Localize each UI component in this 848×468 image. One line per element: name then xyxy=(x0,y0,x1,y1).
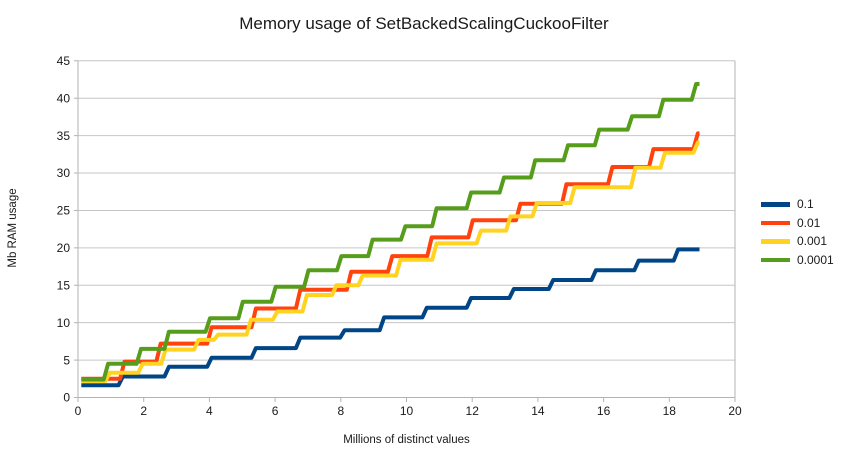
legend-item-0.001[interactable]: 0.001 xyxy=(761,232,834,251)
x-tick-label-0: 0 xyxy=(75,404,82,418)
y-tick-label-35: 35 xyxy=(57,129,71,143)
x-axis-title: Millions of distinct values xyxy=(343,434,470,446)
series-line-0.1[interactable] xyxy=(81,247,700,388)
legend-item-0.0001[interactable]: 0.0001 xyxy=(761,251,834,270)
y-tick-label-5: 5 xyxy=(63,353,70,367)
legend-swatch-0.001 xyxy=(761,239,790,244)
y-tick-label-40: 40 xyxy=(57,91,71,105)
y-tick-label-30: 30 xyxy=(57,166,71,180)
y-tick-label-15: 15 xyxy=(57,278,71,292)
y-tick-label-25: 25 xyxy=(57,204,71,218)
x-tick-label-8: 8 xyxy=(337,404,344,418)
y-tick-label-10: 10 xyxy=(57,316,71,330)
x-tick-label-10: 10 xyxy=(400,404,414,418)
legend-label-0.001: 0.001 xyxy=(797,234,828,249)
y-tick-label-45: 45 xyxy=(57,54,71,68)
x-tick-label-16: 16 xyxy=(597,404,611,418)
legend-label-0.1: 0.1 xyxy=(797,197,814,212)
series-line-0.001[interactable] xyxy=(81,140,700,383)
x-tick-label-18: 18 xyxy=(663,404,677,418)
legend-swatch-0.0001 xyxy=(761,257,790,263)
series-line-0.01[interactable] xyxy=(81,131,700,381)
legend-item-0.01[interactable]: 0.01 xyxy=(761,214,834,233)
y-tick-label-20: 20 xyxy=(57,241,71,255)
x-tick-label-20: 20 xyxy=(728,404,742,418)
legend-swatch-0.01 xyxy=(761,220,790,226)
x-tick-label-12: 12 xyxy=(466,404,480,418)
y-axis-title: Mb RAM usage xyxy=(7,188,19,268)
x-tick-label-2: 2 xyxy=(140,404,147,418)
x-tick-label-6: 6 xyxy=(272,404,279,418)
legend: 0.1 0.01 0.001 0.0001 xyxy=(761,195,834,269)
x-tick-label-4: 4 xyxy=(206,404,213,418)
legend-item-0.1[interactable]: 0.1 xyxy=(761,195,834,214)
x-tick-label-14: 14 xyxy=(531,404,545,418)
y-tick-label-0: 0 xyxy=(63,391,70,405)
legend-swatch-0.1 xyxy=(761,202,790,207)
legend-label-0.01: 0.01 xyxy=(797,215,821,230)
series-line-0.0001[interactable] xyxy=(81,82,700,382)
legend-label-0.0001: 0.0001 xyxy=(797,253,834,268)
chart-title: Memory usage of SetBackedScalingCuckooFi… xyxy=(239,14,609,33)
